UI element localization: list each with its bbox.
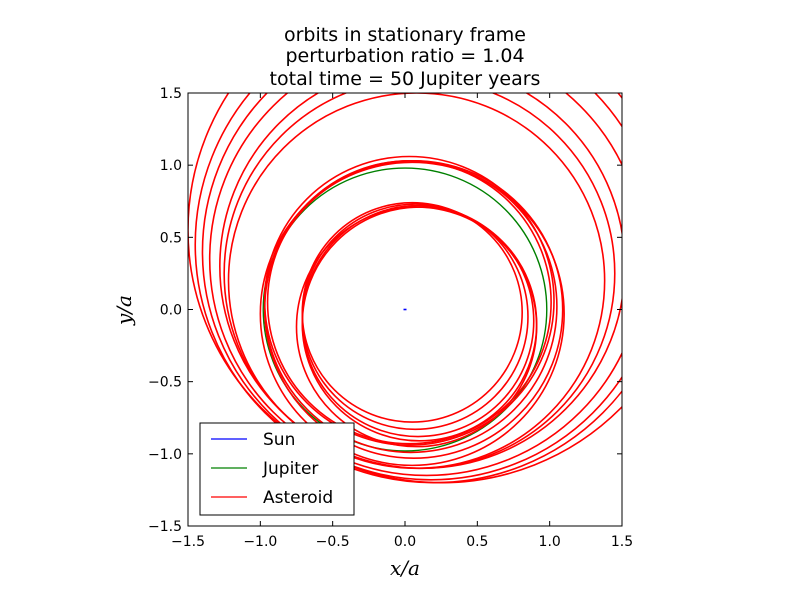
asteroid-orbit-10 [227,93,606,470]
plot-area [188,93,622,484]
x-tick-label: −1.0 [243,534,277,550]
y-tick-label: 0.5 [160,230,182,246]
chart-title-line-2: perturbation ratio = 1.04 [285,45,524,67]
x-tick-label: 1.0 [539,534,561,550]
legend-jupiter-label: Jupiter [262,459,318,479]
asteroid-orbit-13 [208,93,622,477]
x-tick-label: −0.5 [316,534,350,550]
legend-sun-label: Sun [263,430,295,450]
y-tick-label: 1.5 [160,86,182,102]
asteroid-orbit-0 [301,201,523,423]
legend: Sun Jupiter Asteroid [199,422,355,516]
asteroid-orbit-14 [201,93,622,481]
axis-ticks: −1.5 −1.0 −0.5 0.0 0.5 1.0 1.5 −1.5 −1.0 −0.5 0.0 0… [148,86,633,550]
x-tick-label: −1.5 [171,534,205,550]
legend-box [199,422,355,516]
asteroid-orbit-4 [295,206,538,448]
y-tick-label: 1.0 [160,158,182,174]
legend-asteroid-label: Asteroid [263,488,333,508]
chart-title-line-3: total time = 50 Jupiter years [270,68,541,90]
y-tick-label: −1.0 [148,447,182,463]
x-tick-label: 1.5 [611,534,633,550]
y-axis-label: y/a [112,295,136,326]
jupiter-orbit [262,167,548,452]
y-tick-label: 0.0 [160,303,182,319]
x-tick-label: 0.5 [466,534,488,550]
y-tick-label: −1.5 [148,519,182,535]
asteroid-orbit-11 [223,93,616,470]
asteroid-orbit-16 [188,93,622,484]
chart-title-line-1: orbits in stationary frame [284,24,526,46]
asteroid-orbit-12 [219,93,622,470]
asteroid-orbit-8 [259,161,565,467]
y-tick-label: −0.5 [148,375,182,391]
asteroid-orbit-9 [263,155,555,446]
x-axis-label: x/a [390,556,420,580]
x-tick-label: 0.0 [394,534,416,550]
